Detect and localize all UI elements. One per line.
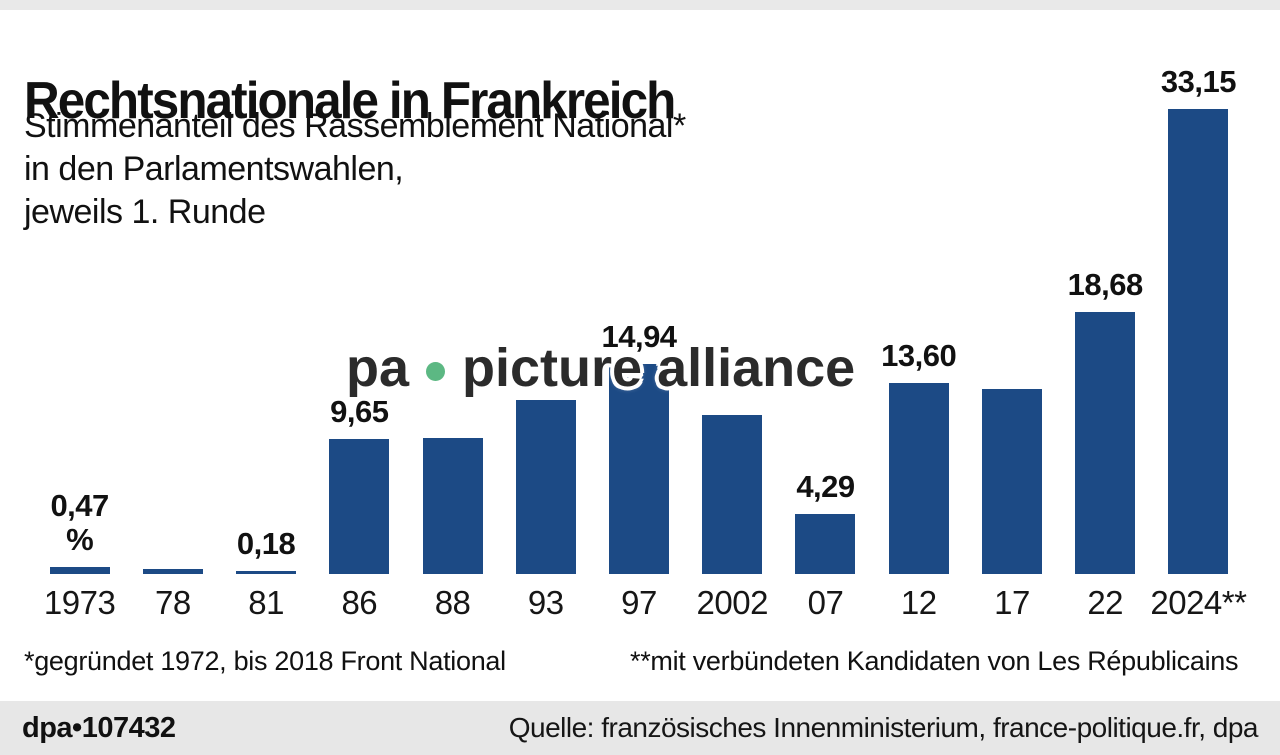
source-line: Quelle: französisches Innenministerium, … xyxy=(508,712,1259,743)
x-axis-label: 12 xyxy=(900,584,937,621)
x-axis-label: 86 xyxy=(341,584,378,621)
bar-value-label: 0,47% xyxy=(50,488,109,557)
bar-chart: 0,47% 1973 78 0,18 81 9,65 86 88 93 14,94 97 2002 4,… xyxy=(33,65,1247,622)
bar xyxy=(422,438,483,574)
bar-group-22: 18,68 22 xyxy=(1059,94,1152,622)
x-axis-label: 81 xyxy=(248,584,284,621)
bar-group-78: 78 xyxy=(126,94,219,621)
x-axis-label: 07 xyxy=(807,584,844,621)
bar-group-81: 0,18 81 xyxy=(219,94,312,621)
bar-group-1973: 0,47% 1973 xyxy=(33,94,126,622)
bar-group-88: 88 xyxy=(406,94,499,621)
bar xyxy=(795,514,856,574)
subtitle-line-1: Stimmenanteil des Rassemblement National… xyxy=(24,107,686,145)
x-axis-label: 78 xyxy=(154,584,191,621)
bar-group-17: 17 xyxy=(965,94,1058,621)
bar xyxy=(981,389,1042,574)
bar-value-label: 13,60 xyxy=(881,338,957,373)
bar xyxy=(702,415,763,574)
x-axis-label: 1973 xyxy=(43,584,116,621)
x-axis-label: 93 xyxy=(527,584,564,621)
x-axis-label: 2024** xyxy=(1150,584,1247,621)
bar-group-97: 14,94 97 xyxy=(592,94,685,622)
bar xyxy=(609,364,670,574)
watermark: pa picture alliance xyxy=(346,341,855,395)
bar xyxy=(329,439,390,574)
top-strip xyxy=(0,0,1280,10)
dpa-credit: dpa•107432 xyxy=(22,711,176,744)
bar xyxy=(236,571,297,574)
footer-bar: dpa•107432 Quelle: französisches Innenmi… xyxy=(0,701,1280,755)
x-axis-label: 17 xyxy=(994,584,1030,621)
footnote-left: *gegründet 1972, bis 2018 Front National xyxy=(24,646,506,676)
bar-value-label: 9,65 xyxy=(330,394,389,429)
bar-group-07: 4,29 07 xyxy=(779,94,872,621)
x-axis-label: 22 xyxy=(1087,584,1124,621)
bar xyxy=(1075,312,1136,574)
bar-group-93: 93 xyxy=(499,94,592,621)
bar-group-86: 9,65 86 xyxy=(313,94,406,621)
page-title: Rechtsnationale in Frankreich xyxy=(24,71,676,130)
watermark-pa-text: pa xyxy=(346,338,410,398)
x-axis-label: 97 xyxy=(621,584,657,621)
bar-value-label: 14,94 xyxy=(601,319,677,354)
subtitle-line-3: jeweils 1. Runde xyxy=(24,193,266,231)
bar xyxy=(1168,109,1229,574)
footnote-right: **mit verbündeten Kandidaten von Les Rép… xyxy=(630,646,1239,676)
bar-value-label: 33,15 xyxy=(1160,64,1237,99)
subtitle-line-2: in den Parlamentswahlen, xyxy=(24,150,404,188)
bar-value-label: 4,29 xyxy=(796,469,855,504)
bar xyxy=(888,383,949,574)
bar-value-label: 18,68 xyxy=(1067,267,1144,302)
bar xyxy=(515,400,576,574)
x-axis-label: 88 xyxy=(434,584,471,621)
watermark-picture-alliance-text: picture alliance xyxy=(462,338,856,398)
x-axis-label: 2002 xyxy=(696,584,769,621)
chart-subtitle: Stimmenanteil des Rassemblement National… xyxy=(24,105,686,234)
bar-group-2002: 2002 xyxy=(686,94,779,621)
bar xyxy=(49,567,110,574)
watermark-dot-icon xyxy=(426,361,446,381)
unit-label: % xyxy=(66,522,94,557)
bar-group-2024: 33,15 2024** xyxy=(1150,65,1247,622)
bar-group-12: 13,60 12 xyxy=(872,94,965,622)
bar-value-label: 0,18 xyxy=(236,526,296,561)
bar xyxy=(142,569,203,574)
